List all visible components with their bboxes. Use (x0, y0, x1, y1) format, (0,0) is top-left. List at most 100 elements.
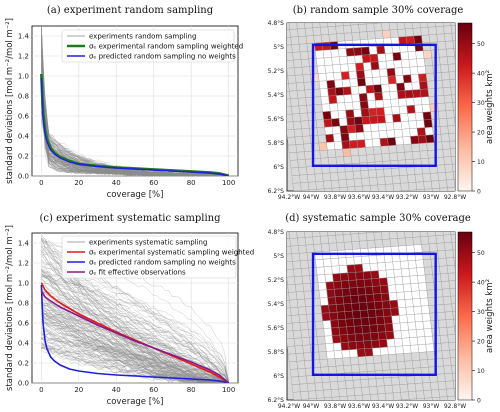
map-cell (377, 184, 387, 191)
map-cell (365, 146, 375, 156)
map-cell (402, 66, 411, 76)
map-cell (314, 382, 324, 391)
map-cell (447, 0, 456, 3)
map-cell (289, 28, 299, 38)
b-colorbar-tick: 40 (477, 71, 485, 78)
map-cell (400, 391, 410, 400)
map-cell (380, 76, 389, 85)
map-cell (412, 359, 421, 369)
map-cell (391, 384, 401, 394)
sampled-cell (373, 84, 383, 93)
map-cell (405, 237, 414, 246)
map-cell (323, 180, 333, 189)
map-cell (348, 70, 358, 80)
map-cell (435, 235, 445, 244)
map-cell (351, 93, 361, 103)
map-cell (310, 282, 320, 292)
map-cell (432, 273, 442, 283)
map-cell (451, 303, 455, 312)
map-cell (317, 343, 327, 353)
map-cell (343, 364, 353, 374)
map-cell (287, 106, 293, 115)
map-cell (302, 283, 312, 292)
map-cell (358, 23, 368, 33)
map-cell (307, 181, 317, 191)
map-cell (383, 254, 393, 263)
map-cell (399, 174, 409, 184)
sampled-cell (376, 316, 385, 325)
map-cell (447, 334, 455, 343)
map-cell (386, 129, 396, 139)
sampled-cell (390, 307, 400, 317)
map-cell (338, 257, 348, 266)
experiment-line (41, 315, 229, 383)
sampled-cell (318, 142, 328, 151)
map-cell (288, 291, 298, 301)
map-cell (299, 51, 309, 60)
map-cell (293, 190, 302, 191)
map-cell (446, 265, 455, 274)
map-cell (350, 233, 360, 242)
map-cell (288, 353, 297, 362)
sampled-cell (361, 46, 370, 56)
panel-b: 94.2°W 94°W 93.8°W 93.6°W 93.4°W 93.2°W 93°W 92… (268, 0, 495, 201)
map-cell (420, 27, 430, 36)
map-cell (301, 189, 310, 191)
sampled-cell (332, 273, 342, 282)
sampled-cell (328, 95, 338, 104)
map-cell (314, 313, 323, 322)
map-cell (445, 380, 455, 390)
b-lat-label: 4.8°S (268, 20, 285, 27)
map-cell (437, 250, 447, 259)
d-lat-label: 5.8°S (268, 349, 285, 356)
map-cell (304, 360, 314, 369)
c-ytick-label: 0.2 (18, 360, 29, 368)
experiment-line (41, 307, 229, 383)
map-cell (344, 101, 354, 111)
map-cell (423, 389, 433, 399)
map-cell (403, 143, 413, 153)
d-lat-label: 5.6°S (268, 325, 285, 332)
panel-c-ticks: 0 20 40 60 80 100 0.0 0.2 0.4 0.6 0.8 1.0 1.2 1.4 (18, 240, 235, 395)
map-cell (373, 362, 383, 372)
map-cell (320, 235, 329, 245)
map-cell (351, 32, 361, 41)
map-cell (358, 154, 368, 164)
map-cell (372, 355, 382, 364)
map-cell (389, 238, 399, 247)
map-cell (426, 80, 436, 90)
map-cell (397, 28, 407, 38)
b-lon-label: 93.8°W (324, 194, 346, 201)
map-cell (412, 298, 422, 307)
map-cell (443, 94, 453, 104)
sampled-cell (331, 118, 340, 127)
map-cell (277, 53, 286, 61)
map-cell (301, 66, 311, 75)
sampled-cell (340, 71, 350, 80)
panel-d-title: (d) systematic sample 30% coverage (285, 213, 471, 224)
sampled-cell (382, 308, 392, 317)
map-cell (272, 7, 281, 15)
map-cell (381, 153, 391, 162)
map-cell (412, 236, 422, 246)
map-cell (324, 335, 334, 344)
map-cell (377, 262, 387, 271)
experiment-line (41, 274, 229, 382)
sampled-cell (404, 89, 414, 99)
map-cell (390, 98, 400, 108)
map-cell (411, 352, 421, 361)
map-cell (292, 182, 302, 191)
map-cell (473, 286, 482, 294)
map-cell (418, 282, 428, 291)
map-cell (413, 96, 423, 106)
sampled-cell (384, 323, 394, 332)
map-cell (400, 51, 410, 61)
map-cell (362, 394, 371, 400)
map-cell (395, 353, 405, 362)
map-cell (388, 23, 398, 31)
map-cell (447, 63, 455, 73)
map-cell (401, 337, 411, 347)
map-cell (423, 57, 433, 67)
map-cell (331, 187, 341, 191)
experiment-line (41, 275, 229, 381)
